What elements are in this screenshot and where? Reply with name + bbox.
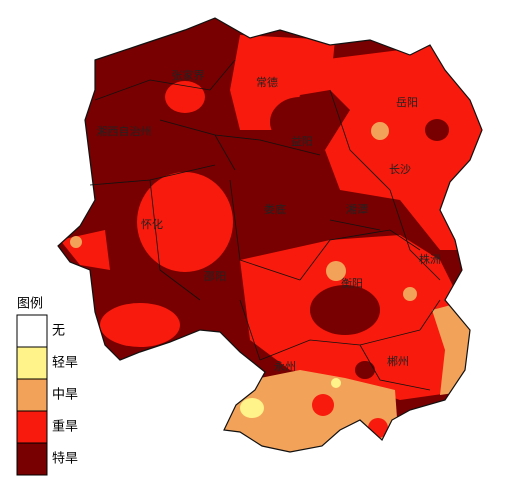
city-label: 湘西自治州 (97, 124, 152, 138)
city-label: 株洲 (419, 252, 441, 266)
city-label: 衡阳 (341, 277, 363, 290)
legend-swatch (16, 314, 48, 348)
legend-title: 图例 (17, 297, 43, 312)
city-label: 娄底 (264, 202, 286, 216)
legend-label: 重旱 (52, 419, 78, 435)
city-label: 长沙 (389, 163, 411, 176)
city-label: 益阳 (291, 134, 313, 148)
city-label: 郴州 (387, 354, 409, 368)
legend-swatch (16, 442, 48, 476)
city-labels: 张家界 常德 岳阳 湘西自治州 益阳 长沙 怀化 娄底 湘潭 株洲 邵阳 衡阳 … (97, 68, 442, 373)
city-label: 邵阳 (204, 270, 226, 283)
city-label: 常德 (256, 75, 278, 89)
legend-label: 无 (52, 324, 65, 339)
city-label: 张家界 (172, 68, 205, 82)
light-drought-areas (240, 378, 341, 418)
extreme-drought-patches (270, 97, 449, 379)
city-label: 永州 (274, 359, 296, 373)
city-label: 岳阳 (396, 96, 418, 109)
city-label: 怀化 (141, 217, 163, 231)
city-label: 湘潭 (346, 202, 368, 216)
legend-swatch (16, 410, 48, 444)
legend-swatch (16, 378, 48, 412)
legend-label: 轻旱 (52, 356, 78, 371)
legend-swatch (16, 346, 48, 380)
legend-label: 中旱 (52, 388, 78, 403)
district-borders (57, 17, 483, 453)
legend-label: 特旱 (52, 452, 78, 467)
